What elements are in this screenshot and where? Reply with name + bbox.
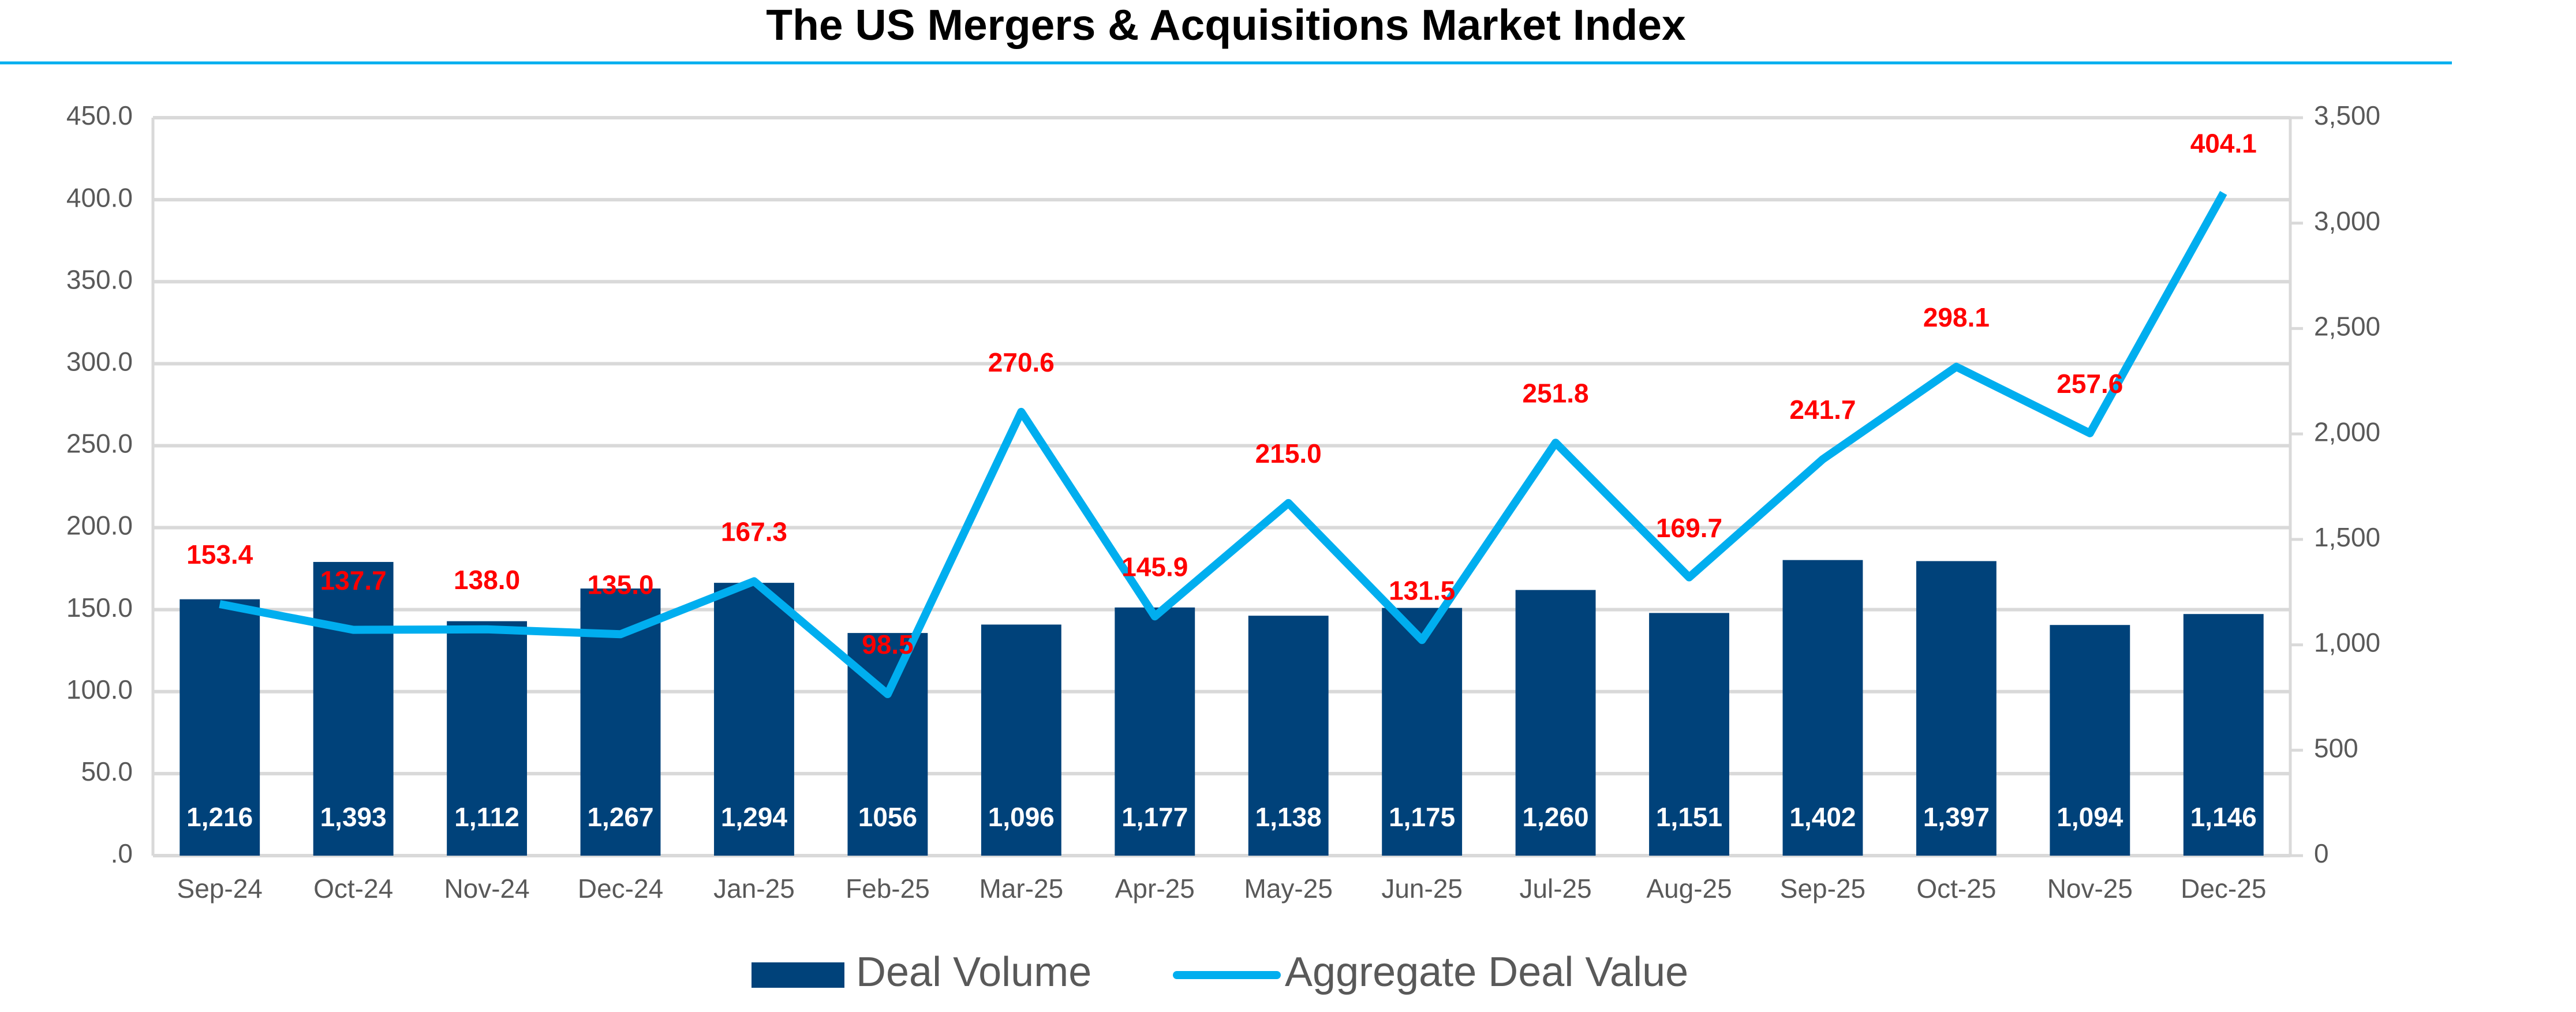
line <box>219 191 2227 699</box>
x-tick-label: Dec-25 <box>2181 874 2266 904</box>
x-tick-label: Sep-25 <box>1780 874 1865 904</box>
x-tick-label: Feb-25 <box>846 874 930 904</box>
line-value-label: 145.9 <box>1121 552 1188 582</box>
y-tick-label: 200.0 <box>66 511 133 541</box>
bar <box>2050 625 2130 856</box>
bar-value-label: 1,138 <box>1255 802 1322 832</box>
bar <box>1515 590 1596 856</box>
bar <box>1782 560 1863 856</box>
y-tick-label: 300.0 <box>66 346 133 376</box>
line-value-label: 98.5 <box>862 629 914 659</box>
bar <box>714 583 794 856</box>
x-tick-label: Jan-25 <box>713 874 795 904</box>
x-tick-label: Apr-25 <box>1115 874 1195 904</box>
y2-tick-label: 2,000 <box>2314 417 2380 447</box>
y2-tick-label: 1,000 <box>2314 628 2380 658</box>
bar-value-label: 1,151 <box>1656 802 1722 832</box>
line-value-label: 270.6 <box>988 347 1055 377</box>
bar <box>1916 561 1997 856</box>
bar-value-label: 1,177 <box>1121 802 1188 832</box>
bar <box>1115 607 1195 856</box>
bar-value-label: 1,294 <box>721 802 788 832</box>
x-tick-label: Jun-25 <box>1381 874 1463 904</box>
bar-value-label: 1,216 <box>186 802 253 832</box>
bar <box>2183 614 2264 856</box>
x-tick-label: May-25 <box>1244 874 1333 904</box>
y-tick-label: 100.0 <box>66 674 133 704</box>
bar-value-label: 1,094 <box>2057 802 2123 832</box>
x-tick-label: Nov-25 <box>2047 874 2133 904</box>
bar-value-label: 1056 <box>858 802 917 832</box>
x-tick-label: Dec-24 <box>578 874 663 904</box>
chart-title: The US Mergers & Acquisitions Market Ind… <box>766 1 1686 49</box>
bar <box>313 561 394 856</box>
bar <box>1382 608 1463 856</box>
line-value-label: 404.1 <box>2190 129 2257 159</box>
line-value-label: 137.7 <box>320 565 387 595</box>
line-value-label: 131.5 <box>1389 575 1455 605</box>
y-tick-label: 50.0 <box>81 756 133 786</box>
bar-value-label: 1,096 <box>988 802 1055 832</box>
line-value-label: 298.1 <box>1923 302 1990 332</box>
y2-tick-label: 3,000 <box>2314 206 2380 236</box>
line-value-label: 169.7 <box>1656 513 1722 543</box>
line-value-label: 167.3 <box>721 517 787 547</box>
bar-value-label: 1,175 <box>1389 802 1455 832</box>
bar-value-label: 1,397 <box>1923 802 1990 832</box>
y2-tick-label: 0 <box>2314 838 2329 868</box>
y2-tick-label: 1,500 <box>2314 522 2380 552</box>
bar <box>981 624 1061 856</box>
bar <box>180 599 260 856</box>
y2-tick-label: 2,500 <box>2314 312 2380 342</box>
bar <box>447 621 528 856</box>
y-tick-label: .0 <box>111 838 133 868</box>
line-value-label: 153.4 <box>186 539 253 569</box>
line-value-label: 135.0 <box>587 569 653 599</box>
bar-value-label: 1,260 <box>1523 802 1589 832</box>
bar-value-label: 1,267 <box>587 802 653 832</box>
y-tick-label: 250.0 <box>66 429 133 459</box>
legend-label: Aggregate Deal Value <box>1285 949 1688 995</box>
x-tick-label: Jul-25 <box>1519 874 1591 904</box>
bar <box>1649 613 1729 856</box>
bar-value-label: 1,402 <box>1789 802 1856 832</box>
bar-value-label: 1,146 <box>2190 802 2257 832</box>
x-tick-label: Mar-25 <box>979 874 1063 904</box>
y-tick-label: 450.0 <box>66 100 133 130</box>
x-tick-label: Aug-25 <box>1646 874 1732 904</box>
line-value-label: 241.7 <box>1789 395 1856 425</box>
bar-value-label: 1,112 <box>454 802 519 832</box>
x-tick-label: Oct-25 <box>1916 874 1996 904</box>
line-value-label: 138.0 <box>454 565 520 595</box>
line-value-label: 257.6 <box>2057 369 2123 399</box>
line-value-label: 251.8 <box>1523 378 1589 408</box>
y-tick-label: 400.0 <box>66 182 133 212</box>
y2-tick-label: 500 <box>2314 733 2358 763</box>
legend-label: Deal Volume <box>856 949 1091 995</box>
y-tick-label: 350.0 <box>66 264 133 294</box>
bar <box>1248 616 1329 856</box>
y2-tick-label: 3,500 <box>2314 100 2380 130</box>
x-tick-label: Nov-24 <box>444 874 529 904</box>
x-tick-label: Oct-24 <box>313 874 393 904</box>
y-tick-label: 150.0 <box>66 593 133 623</box>
x-tick-label: Sep-24 <box>177 874 263 904</box>
legend-swatch <box>752 962 844 988</box>
line-value-label: 215.0 <box>1255 438 1322 468</box>
bar-value-label: 1,393 <box>320 802 387 832</box>
